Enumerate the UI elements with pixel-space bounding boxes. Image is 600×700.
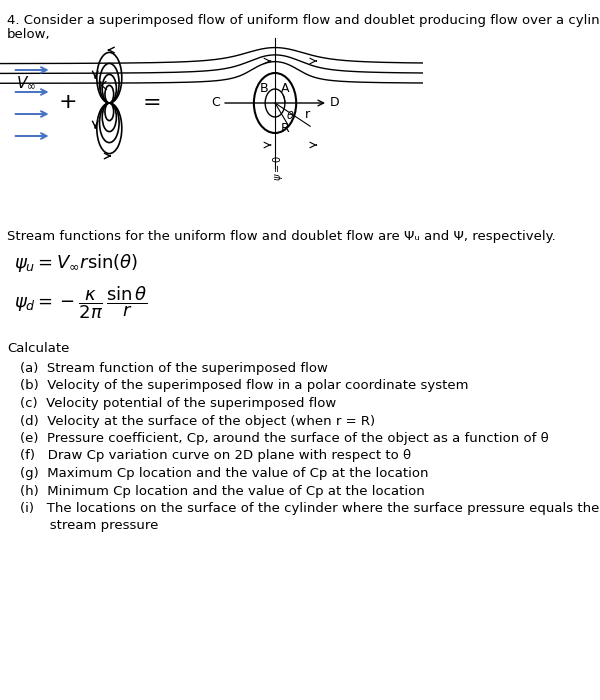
Text: R: R (281, 122, 289, 135)
Text: B: B (259, 82, 268, 95)
Text: +: + (59, 92, 78, 112)
Text: (e)  Pressure coefficient, Cp, around the surface of the object as a function of: (e) Pressure coefficient, Cp, around the… (20, 432, 548, 445)
Text: =: = (142, 93, 161, 113)
Text: A: A (281, 82, 289, 95)
Text: Stream functions for the uniform flow and doublet flow are Ψᵤ and Ψ⁤, respective: Stream functions for the uniform flow an… (7, 230, 556, 243)
Text: Calculate: Calculate (7, 342, 70, 355)
Text: r: r (305, 108, 310, 121)
Text: (h)  Minimum Cp location and the value of Cp at the location: (h) Minimum Cp location and the value of… (20, 484, 424, 498)
Text: $\psi=0$: $\psi=0$ (271, 155, 285, 181)
Text: (a)  Stream function of the superimposed flow: (a) Stream function of the superimposed … (20, 362, 328, 375)
Text: stream pressure: stream pressure (20, 519, 158, 533)
Text: 4. Consider a superimposed flow of uniform flow and doublet producing flow over : 4. Consider a superimposed flow of unifo… (7, 14, 600, 27)
Text: (i)   The locations on the surface of the cylinder where the surface pressure eq: (i) The locations on the surface of the … (20, 502, 600, 515)
Text: $\theta$: $\theta$ (286, 109, 295, 121)
Text: (d)  Velocity at the surface of the object (when r = R): (d) Velocity at the surface of the objec… (20, 414, 375, 428)
Text: $V_\infty$: $V_\infty$ (16, 75, 35, 91)
Text: K: K (99, 80, 107, 93)
Text: (g)  Maximum Cp location and the value of Cp at the location: (g) Maximum Cp location and the value of… (20, 467, 428, 480)
Text: below,: below, (7, 28, 50, 41)
Text: (b)  Velocity of the superimposed flow in a polar coordinate system: (b) Velocity of the superimposed flow in… (20, 379, 468, 393)
Text: $\psi_d = -\dfrac{\kappa}{2\pi}\,\dfrac{\sin\theta}{r}$: $\psi_d = -\dfrac{\kappa}{2\pi}\,\dfrac{… (14, 284, 148, 321)
Text: (f)   Draw Cp variation curve on 2D plane with respect to θ: (f) Draw Cp variation curve on 2D plane … (20, 449, 411, 463)
Text: $\psi_u = V_\infty r\sin(\theta)$: $\psi_u = V_\infty r\sin(\theta)$ (14, 252, 139, 274)
Text: C: C (211, 97, 220, 109)
Text: (c)  Velocity potential of the superimposed flow: (c) Velocity potential of the superimpos… (20, 397, 336, 410)
Text: D: D (329, 97, 339, 109)
